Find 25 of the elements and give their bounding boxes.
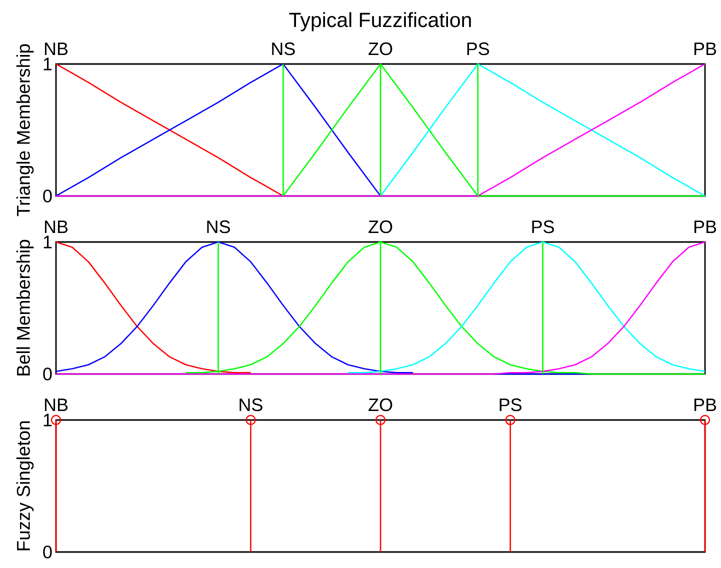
- x-tick-label: NS: [207, 220, 230, 234]
- chart-title: Typical Fuzzification: [289, 12, 471, 32]
- y-axis-title: Triangle Membership: [16, 44, 34, 216]
- x-tick-label: NB: [44, 220, 68, 233]
- x-tick-label: PB: [694, 398, 716, 411]
- x-tick-label: PS: [532, 220, 554, 234]
- x-tick-label: PS: [500, 398, 522, 412]
- y-axis-title: Fuzzy Singleton: [16, 421, 34, 550]
- x-tick-label: PB: [694, 220, 716, 233]
- x-tick-label: PS: [467, 42, 490, 56]
- x-tick-label: ZO: [368, 220, 392, 234]
- x-tick-label: PB: [694, 42, 716, 55]
- y-tick-label: 0: [43, 368, 52, 380]
- y-tick-label: 1: [44, 58, 52, 70]
- y-tick-label: 0: [43, 190, 52, 202]
- x-tick-label: NB: [44, 42, 68, 55]
- y-tick-label: 1: [44, 414, 52, 426]
- x-tick-label: NS: [240, 398, 262, 412]
- x-tick-label: NS: [272, 42, 295, 56]
- x-tick-label: NB: [44, 398, 68, 411]
- y-tick-label: 0: [43, 546, 52, 558]
- x-tick-label: ZO: [368, 398, 392, 412]
- x-tick-label: ZO: [368, 42, 392, 56]
- y-tick-label: 1: [44, 236, 52, 248]
- y-axis-title: Bell Membership: [16, 240, 34, 376]
